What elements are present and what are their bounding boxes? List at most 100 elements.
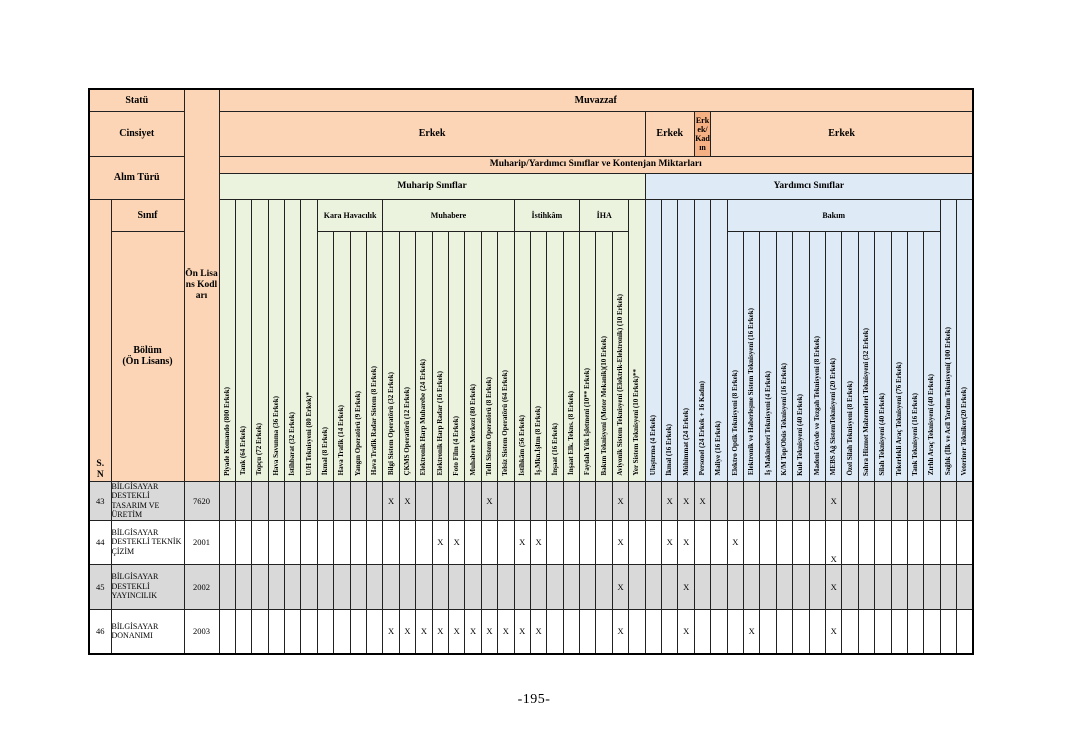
empty-cell [464, 480, 482, 521]
empty-cell [939, 480, 958, 521]
empty-cell [628, 563, 646, 610]
column-header-label: K/M Top/Obüs Teknisyeni (16 Erkek) [779, 363, 788, 476]
bolum-header: Bölüm (Ön Lisans) [110, 230, 185, 482]
statu-label: Statü [88, 88, 185, 112]
column-header-label: Elektronik Harp Radar (16 Erkek) [435, 371, 444, 476]
row-bolum: BİLGİSAYAR DESTEKLİ YAYINCILIK [110, 563, 185, 610]
empty-cell [447, 563, 466, 610]
on-lisans-kodlari-header: Ön Lisans Kodları [183, 88, 220, 482]
empty-cell [710, 563, 728, 610]
empty-cell [251, 480, 269, 521]
x-mark-cell: X [611, 480, 630, 521]
empty-cell [349, 563, 368, 610]
column-header-label: İnşaat Elk. Tekns. (8 Erkek) [566, 391, 575, 476]
empty-cell [333, 519, 351, 565]
empty-cell [742, 563, 761, 610]
empty-cell [661, 608, 679, 655]
row-sn: 45 [88, 563, 112, 610]
empty-cell [808, 480, 826, 521]
empty-cell [415, 480, 433, 521]
empty-cell [349, 519, 368, 565]
group-header: İstihkâm [513, 198, 581, 232]
column-header: Foto Film (4 Erkek) [447, 230, 466, 482]
column-header-label: Yer Sistem Teknisyeni (10 Erkek)** [632, 369, 641, 476]
column-header-label: İkmal (16 Erkek) [665, 423, 674, 476]
column-header: Hava Trafik (14 Erkek) [333, 230, 351, 482]
status-muvazzaf: Muvazzaf [218, 88, 974, 112]
empty-cell [382, 563, 400, 610]
column-header: Maliye (16 Erkek) [710, 198, 728, 482]
table-row: 45 BİLGİSAYAR DESTEKLİ YAYINCILIK 2002 X X X [88, 563, 974, 610]
empty-cell [857, 608, 876, 655]
empty-cell [333, 608, 351, 655]
column-header: Elektronik Harp Muharebe (24 Erkek) [415, 230, 433, 482]
header-row-sections: Muharip Sınıflar Yardımcı Sınıflar [89, 172, 974, 200]
empty-cell [234, 519, 253, 565]
row-kod: 2001 [183, 519, 220, 565]
row-sn: 44 [88, 519, 112, 565]
column-header: U/H Teknisyeni (80 Erkek)* [300, 198, 318, 482]
column-header: Topçu (72 Erkek) [251, 198, 269, 482]
empty-cell [710, 608, 728, 655]
row-kod: 2003 [183, 608, 220, 655]
column-header-label: Tank Teknisyeni (16 Erkek) [911, 392, 920, 476]
column-header-label: Sağlık (İlk ve Acil Yardım Teknisyeni( 1… [943, 327, 952, 476]
column-header-label: Tank (64 Erkek) [239, 426, 248, 476]
x-mark-cell: X [447, 519, 466, 565]
x-mark-cell: X [677, 519, 695, 565]
empty-cell [300, 563, 318, 610]
empty-cell [284, 480, 302, 521]
empty-cell [874, 519, 892, 565]
x-mark-cell: X [480, 608, 499, 655]
column-header: Telli Sistem Operatörü (8 Erkek) [480, 230, 499, 482]
empty-cell [497, 519, 515, 565]
column-header: İnşaat Elk. Tekns. (8 Erkek) [562, 230, 581, 482]
empty-cell [775, 480, 794, 521]
empty-cell [480, 563, 499, 610]
empty-cell [398, 563, 417, 610]
empty-cell [579, 519, 597, 565]
x-mark-cell: X [415, 608, 433, 655]
column-header: Elektronik ve Haberleşme Sistem Teknisye… [742, 230, 761, 482]
column-header-label: Veteriner Tekniker(20 Erkek) [960, 386, 969, 476]
empty-cell [349, 608, 368, 655]
empty-cell [300, 519, 318, 565]
column-header: Tank (64 Erkek) [234, 198, 253, 482]
gender-erkek: Erkek [710, 110, 974, 157]
column-header-label: İstihkâm (56 Erkek) [517, 414, 526, 476]
column-header-label: ÇKMS Operatörü (12 Erkek) [402, 387, 411, 476]
column-header-label: İkmal (8 Erkek) [321, 427, 330, 476]
column-header: Zırhlı Araç Teknisyeni (40 Erkek) [923, 230, 941, 482]
empty-cell [251, 519, 269, 565]
column-header-label: Madeni Gövde ve Tezgah Teknisyeni (8 Erk… [812, 336, 821, 476]
empty-cell [775, 563, 794, 610]
empty-cell [218, 608, 236, 655]
empty-cell [759, 563, 777, 610]
column-header: İkmal (8 Erkek) [316, 230, 335, 482]
empty-cell [661, 563, 679, 610]
empty-cell [284, 563, 302, 610]
column-header-label: Bakım Teknisyeni (Motor Mekanik)(10 Erke… [599, 336, 608, 476]
empty-cell [808, 519, 826, 565]
empty-cell [841, 608, 859, 655]
empty-cell [890, 519, 908, 565]
empty-cell [890, 563, 908, 610]
empty-cell [218, 519, 236, 565]
empty-cell [956, 480, 974, 521]
empty-cell [267, 519, 286, 565]
header-row-cinsiyet: Cinsiyet Erkek Erkek Erkek/Kadın Erkek [88, 110, 974, 157]
row-sn: 43 [88, 480, 112, 521]
empty-cell [529, 563, 548, 610]
empty-cell [792, 480, 810, 521]
group-header: Kara Havacılık [316, 198, 384, 232]
empty-cell [710, 480, 728, 521]
column-header: Bakım Teknisyeni (Motor Mekanik)(10 Erke… [595, 230, 613, 482]
gender-erkek-kadin: Erkek/Kadın [693, 110, 712, 157]
column-header: Kule Teknisyeni (40 Erkek) [792, 230, 810, 482]
x-mark-cell: X [611, 563, 630, 610]
column-header-label: Sahra Hizmet Malzemeleri Teknisyeni (32 … [861, 327, 870, 476]
empty-cell [284, 519, 302, 565]
empty-cell [759, 608, 777, 655]
column-header: Tekerlekli Araç Teknisyeni (76 Erkek) [890, 230, 908, 482]
empty-cell [874, 608, 892, 655]
